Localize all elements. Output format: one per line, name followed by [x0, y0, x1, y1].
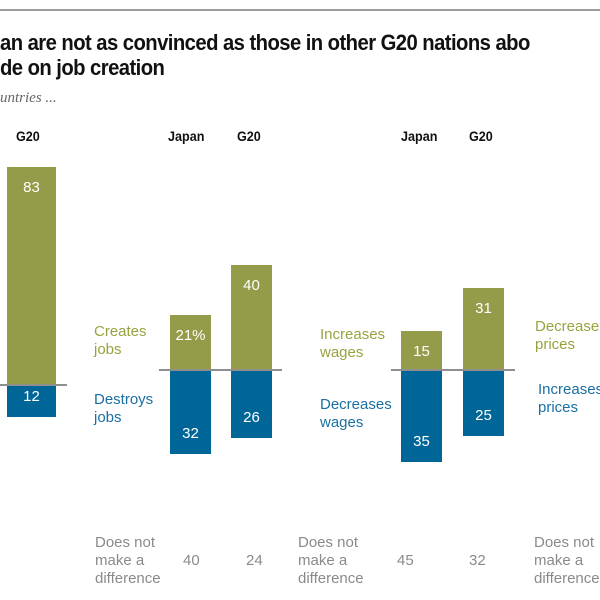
legend-neutral: Does not make a difference — [298, 534, 364, 587]
legend-positive: Decrease prices — [535, 318, 600, 353]
data-label-negative: 25 — [475, 406, 492, 424]
legend-negative: Destroys jobs — [94, 391, 154, 426]
legend-neutral: Does not make a difference — [534, 534, 600, 587]
data-label-positive: 31 — [475, 300, 492, 318]
data-label-negative: 12 — [23, 387, 40, 405]
legend-positive: Increases wages — [320, 326, 386, 361]
data-label-positive: 83 — [23, 178, 40, 196]
data-label-neutral: 32 — [469, 552, 486, 569]
bar-positive — [463, 288, 504, 370]
data-label-positive: 15 — [413, 342, 430, 360]
bar-negative — [170, 370, 211, 455]
chart-subtitle: untries ... — [0, 90, 57, 106]
baseline — [159, 369, 282, 371]
legend-negative: Decreases wages — [320, 396, 392, 431]
legend-neutral: Does not make a difference — [95, 534, 161, 587]
column-header: G20 — [469, 128, 493, 144]
bar-positive — [231, 264, 272, 370]
legend-positive: Creates jobs — [94, 323, 147, 358]
data-label-positive: 40 — [243, 276, 260, 294]
bar-negative — [463, 370, 504, 436]
title-line-1: an are not as convinced as those in othe… — [0, 30, 530, 55]
legend-negative: Increases prices — [538, 381, 600, 416]
data-label-negative: 32 — [182, 425, 199, 443]
baseline — [391, 369, 515, 371]
data-label-negative: 26 — [243, 409, 260, 427]
bar-negative — [401, 370, 442, 463]
data-label-neutral: 24 — [246, 552, 263, 569]
data-label-positive: 21% — [175, 326, 206, 344]
bar-negative — [7, 385, 56, 417]
data-label-neutral: 45 — [397, 552, 414, 569]
bar-negative — [231, 370, 272, 439]
data-label-negative: 35 — [413, 433, 430, 451]
bar-positive — [7, 166, 56, 385]
data-label-neutral: 40 — [183, 552, 200, 569]
column-header: Japan — [401, 128, 438, 144]
title-line-2: de on job creation — [0, 55, 165, 80]
bar-positive — [401, 330, 442, 370]
top-rule — [0, 9, 600, 11]
bar-positive — [170, 314, 211, 370]
column-header: Japan — [168, 128, 205, 144]
baseline — [0, 384, 67, 386]
column-header: G20 — [16, 128, 40, 144]
column-header: G20 — [237, 128, 261, 144]
chart-title: an are not as convinced as those in othe… — [0, 30, 530, 80]
